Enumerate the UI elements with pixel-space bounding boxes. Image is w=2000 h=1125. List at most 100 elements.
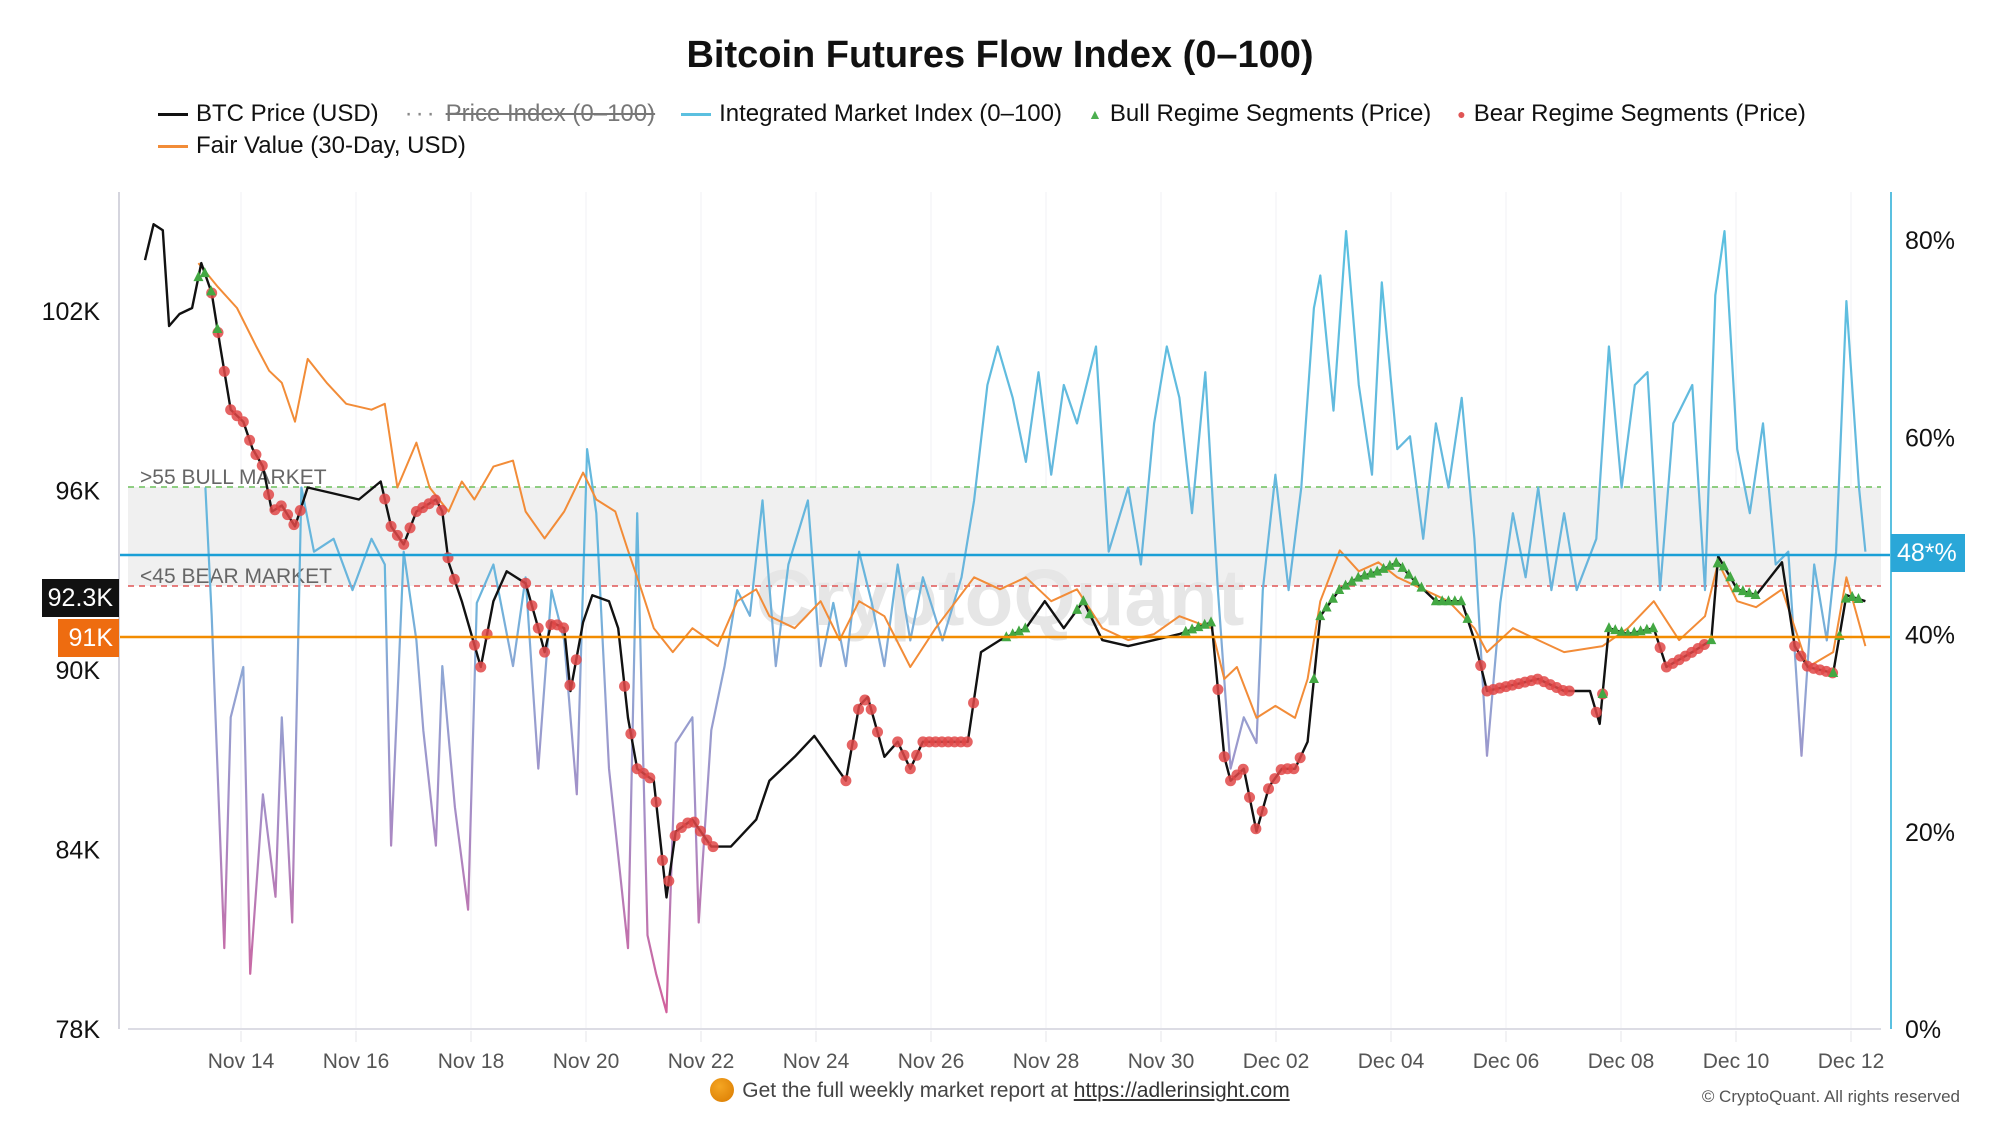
x-tick-label: Nov 24	[783, 1050, 850, 1073]
bull-marker	[1084, 608, 1095, 619]
bear-marker	[429, 494, 441, 506]
bear-marker	[391, 529, 403, 541]
bull-marker	[1462, 612, 1473, 623]
bear-marker	[644, 772, 656, 784]
x-tick-label: Dec 02	[1243, 1050, 1310, 1073]
bear-marker	[218, 365, 230, 377]
x-tick-label: Nov 22	[668, 1050, 735, 1073]
bull-marker	[1013, 625, 1024, 636]
bull-marker	[1456, 595, 1467, 606]
bull-marker	[1449, 595, 1460, 606]
bear-marker	[1269, 773, 1281, 785]
legend-row-2: Fair Value (30-Day, USD)	[158, 132, 466, 160]
fair-value-badge: 91K	[58, 619, 119, 657]
bull-threshold-label: >55 BULL MARKET	[140, 466, 327, 489]
current-price-badge: 92.3K	[42, 579, 119, 617]
bull-marker	[1378, 562, 1389, 573]
bear-marker	[707, 841, 719, 853]
x-tick-label: Nov 26	[898, 1050, 965, 1073]
bear-marker	[846, 739, 858, 751]
bull-marker	[1737, 585, 1748, 596]
line-swatch-icon	[158, 112, 188, 116]
bear-marker	[294, 505, 306, 517]
y-right-tick-label: 80%	[1905, 227, 1955, 255]
legend-market-index[interactable]: Integrated Market Index (0–100)	[681, 100, 1062, 128]
legend-fair-value[interactable]: Fair Value (30-Day, USD)	[158, 132, 466, 160]
bear-marker	[398, 538, 410, 550]
market-index-line	[204, 230, 1867, 1014]
bear-marker	[872, 726, 884, 738]
x-tick-label: Dec 04	[1358, 1050, 1425, 1073]
bull-marker	[193, 271, 204, 282]
bull-marker	[1706, 634, 1717, 645]
bear-marker	[859, 694, 871, 706]
chart-title: Bitcoin Futures Flow Index (0–100)	[686, 34, 1314, 76]
bear-marker	[1288, 763, 1300, 775]
bull-marker	[1308, 673, 1319, 684]
bear-marker	[379, 493, 391, 505]
bull-marker	[1430, 595, 1441, 606]
bull-marker	[1828, 667, 1839, 678]
bull-marker	[1725, 571, 1736, 582]
bear-marker	[1698, 638, 1710, 650]
legend-bull-segments[interactable]: ▲ Bull Regime Segments (Price)	[1088, 100, 1431, 128]
bull-marker	[1750, 589, 1761, 600]
bear-marker	[1654, 642, 1666, 654]
y-left-tick-label: 84K	[56, 837, 101, 865]
bear-marker	[840, 775, 852, 787]
bear-marker	[865, 703, 877, 715]
bear-threshold-label: <45 BEAR MARKET	[140, 565, 332, 588]
bull-marker	[212, 322, 223, 333]
bear-marker	[1212, 683, 1224, 695]
legend-label: Price Index (0–100)	[445, 100, 656, 127]
x-tick-label: Nov 20	[553, 1050, 620, 1073]
bull-marker	[1744, 587, 1755, 598]
line-swatch-icon	[158, 144, 188, 148]
bear-marker	[448, 573, 460, 585]
legend-label: Integrated Market Index (0–100)	[719, 100, 1062, 127]
bear-marker	[669, 830, 681, 842]
bull-marker	[199, 267, 210, 278]
bear-marker	[532, 622, 544, 634]
y-left-tick-label: 78K	[56, 1016, 101, 1044]
legend-btc-price[interactable]: BTC Price (USD)	[158, 100, 379, 128]
y-left-tick-label: 90K	[56, 657, 101, 685]
bear-marker	[263, 489, 275, 501]
report-link[interactable]: https://adlerinsight.com	[1073, 1079, 1290, 1102]
bull-marker	[1315, 610, 1326, 621]
bear-marker	[275, 500, 287, 512]
bear-marker	[539, 646, 551, 658]
x-tick-label: Dec 12	[1818, 1050, 1885, 1073]
legend-label: BTC Price (USD)	[196, 100, 379, 127]
legend-price-index[interactable]: ··· Price Index (0–100)	[405, 100, 655, 128]
bear-marker	[1795, 650, 1807, 662]
bear-marker	[1475, 660, 1487, 672]
bull-marker	[1020, 622, 1031, 633]
legend-bear-segments[interactable]: ● Bear Regime Segments (Price)	[1457, 100, 1806, 128]
bear-marker	[256, 460, 268, 472]
bull-marker	[1597, 687, 1608, 698]
bear-marker	[250, 449, 262, 461]
bear-marker	[404, 522, 416, 534]
x-tick-label: Nov 30	[1128, 1050, 1195, 1073]
bear-marker	[961, 736, 973, 748]
bull-marker	[206, 285, 217, 296]
bear-marker	[1256, 805, 1268, 817]
x-tick-label: Dec 10	[1703, 1050, 1770, 1073]
bear-marker	[911, 749, 923, 761]
bear-marker	[288, 519, 300, 531]
bull-marker	[1072, 603, 1083, 614]
copyright: © CryptoQuant. All rights reserved	[1701, 1087, 1960, 1106]
bear-marker	[385, 520, 397, 532]
x-tick-label: Dec 08	[1588, 1050, 1655, 1073]
bull-marker	[1403, 568, 1414, 579]
bull-marker	[1853, 593, 1864, 604]
bull-marker	[1648, 622, 1659, 633]
bull-marker	[1416, 581, 1427, 592]
bull-marker	[1718, 560, 1729, 571]
bull-marker	[1847, 591, 1858, 602]
bear-marker	[520, 577, 532, 589]
y-right-tick-label: 20%	[1905, 819, 1955, 847]
bull-marker	[1340, 579, 1351, 590]
